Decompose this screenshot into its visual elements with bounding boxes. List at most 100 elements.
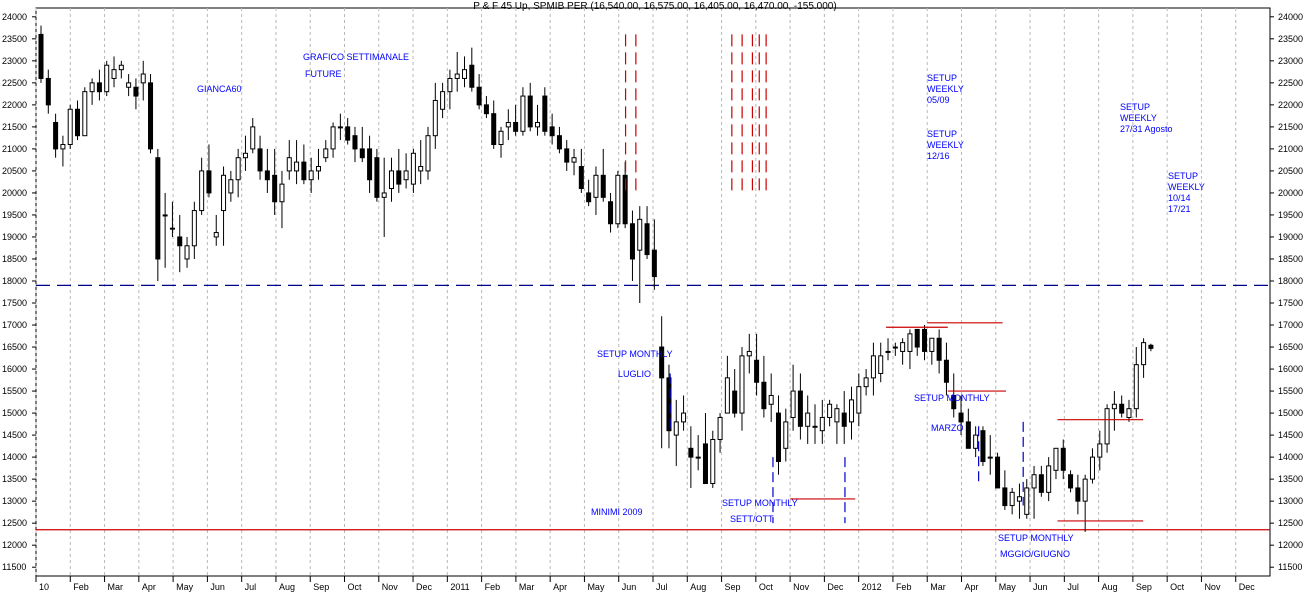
candle-body — [556, 135, 562, 150]
candle-body — [1031, 474, 1037, 489]
x-tick-label: Nov — [1204, 582, 1221, 592]
candle-body — [279, 183, 285, 203]
candle-body — [315, 166, 321, 172]
candle-body — [352, 135, 358, 150]
candle-body — [644, 223, 650, 256]
candle-body — [520, 95, 526, 132]
y-tick-label-right: 18500 — [1278, 254, 1303, 264]
candle-body — [462, 69, 468, 79]
candle-body — [1060, 447, 1066, 471]
y-tick-label-left: 18500 — [2, 254, 27, 264]
y-tick-label-right: 12500 — [1278, 518, 1303, 528]
candle-body — [608, 201, 614, 225]
candle-body — [1133, 364, 1139, 410]
y-tick-label-left: 13500 — [2, 474, 27, 484]
candle-body — [724, 377, 730, 414]
x-tick-label: Nov — [793, 582, 810, 592]
x-tick-label: Nov — [382, 582, 399, 592]
candle-body — [892, 346, 898, 349]
y-tick-label-left: 14500 — [2, 430, 27, 440]
y-tick-label-right: 20000 — [1278, 188, 1303, 198]
candle-body — [454, 73, 460, 79]
annotation-setup-monthly-4: SETUP MONTHLY — [998, 533, 1074, 543]
candle-body — [666, 377, 672, 432]
x-tick-label: 2012 — [862, 582, 882, 592]
candle-body — [67, 108, 73, 145]
candle-body — [885, 350, 891, 353]
candle-body — [1038, 474, 1044, 493]
x-tick-label: Sep — [313, 582, 329, 592]
candle-body — [440, 91, 446, 110]
candle-body — [768, 394, 774, 405]
candle-body — [1016, 496, 1022, 502]
x-tick-label: 2011 — [450, 582, 469, 592]
y-tick-label-right: 22500 — [1278, 78, 1303, 88]
candle-body — [1053, 447, 1059, 471]
x-tick-label: Jul — [245, 582, 257, 592]
candle-body — [914, 328, 920, 348]
x-tick-label: Sep — [1136, 582, 1152, 592]
candle-body — [257, 148, 263, 172]
candle-body — [75, 108, 81, 137]
y-tick-label-left: 15500 — [2, 386, 27, 396]
candle-body — [396, 170, 402, 185]
x-tick-label: 10 — [39, 582, 49, 592]
y-tick-label-left: 15000 — [2, 408, 27, 418]
candle-body — [301, 161, 307, 181]
candle-body — [542, 95, 548, 132]
annotation-setup-monthly-2: SETUP MONTHLY — [722, 498, 798, 508]
y-tick-label-left: 17500 — [2, 298, 27, 308]
candle-body — [221, 174, 227, 212]
candle-body — [1104, 408, 1110, 445]
candle-body — [177, 236, 183, 247]
x-tick-label: Jun — [622, 582, 637, 592]
y-tick-label-right: 15500 — [1278, 386, 1303, 396]
candle-body — [155, 157, 161, 260]
candle-body — [564, 148, 570, 163]
candle-body — [965, 421, 971, 449]
candle-body — [96, 82, 102, 93]
candle-body — [235, 157, 241, 181]
candle-body — [841, 412, 847, 427]
candle-body — [812, 425, 818, 428]
candle-body — [498, 130, 504, 145]
candle-body — [206, 170, 212, 194]
y-tick-label-right: 20500 — [1278, 166, 1303, 176]
candle-body — [140, 73, 146, 84]
candle-body — [45, 77, 51, 106]
y-tick-label-left: 23000 — [2, 56, 27, 66]
candle-body — [827, 403, 833, 418]
annotation-setup-monthly-3: SETUP MONTHLY — [914, 393, 990, 403]
candle-body — [761, 381, 767, 410]
y-tick-label-right: 17000 — [1278, 320, 1303, 330]
y-tick-label-left: 24000 — [2, 12, 27, 22]
candle-body — [286, 157, 292, 172]
candle-body — [995, 456, 1001, 489]
candle-body — [739, 355, 745, 414]
candle-body — [958, 412, 964, 423]
y-tick-label-right: 23000 — [1278, 56, 1303, 66]
y-tick-label-left: 19000 — [2, 232, 27, 242]
x-tick-label: Oct — [1170, 582, 1185, 592]
candle-body — [922, 328, 928, 352]
candle-body — [213, 232, 219, 238]
x-tick-label: Aug — [690, 582, 706, 592]
candle-body — [483, 104, 489, 115]
candle-body — [1126, 408, 1132, 418]
candle-body — [1111, 403, 1117, 410]
candle-body — [294, 161, 300, 172]
candle-body — [432, 99, 438, 137]
y-tick-label-right: 11500 — [1278, 562, 1302, 572]
x-tick-label: Dec — [1239, 582, 1256, 592]
y-tick-label-left: 16500 — [2, 342, 27, 352]
x-tick-label: Jul — [1067, 582, 1079, 592]
candle-body — [819, 416, 825, 432]
candle-body — [60, 143, 66, 150]
y-tick-label-left: 18000 — [2, 276, 27, 286]
x-tick-label: Mar — [519, 582, 535, 592]
candle-body — [148, 82, 154, 150]
y-tick-label-left: 12500 — [2, 518, 27, 528]
candle-body — [264, 170, 270, 181]
candle-body — [586, 192, 592, 203]
candle-body — [199, 170, 205, 212]
